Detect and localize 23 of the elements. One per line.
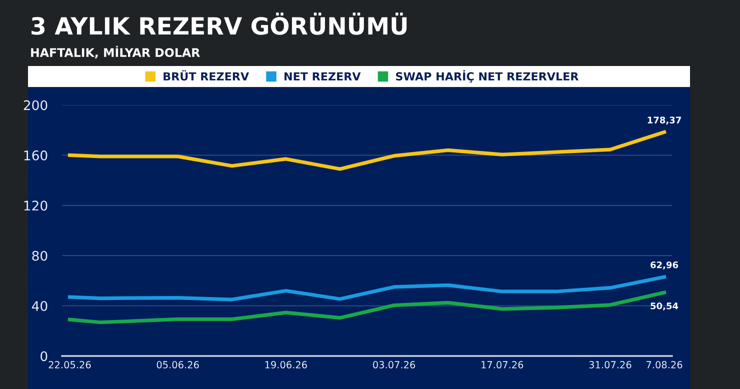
- data-label: 50,54: [650, 302, 678, 310]
- legend-label: SWAP HARİÇ NET REZERVLER: [396, 70, 578, 83]
- line-series: [68, 130, 666, 171]
- x-tick-label: 03.07.26: [373, 361, 416, 368]
- x-tick-label: 31.07.26: [589, 361, 632, 368]
- legend-label: NET REZERV: [284, 72, 361, 80]
- x-tick-label: 19.06.26: [265, 361, 307, 368]
- x-tick-label: 7.08.26: [646, 361, 682, 368]
- y-tick-label: 40: [32, 301, 48, 311]
- y-tick-label: 160: [24, 150, 48, 160]
- y-tick-label: 80: [32, 250, 48, 261]
- chart-title: 3 AYLIK REZERV GÖRÜNÜMÜ: [32, 12, 407, 35]
- y-tick-label: 120: [24, 200, 48, 211]
- data-label: 62,96: [650, 261, 678, 270]
- x-tick-label: 17.07.26: [482, 361, 524, 368]
- y-tick-label: 200: [24, 100, 48, 110]
- y-tick-label: 0: [40, 351, 48, 362]
- x-tick-label: 05.06.26: [156, 361, 199, 368]
- x-tick-label: 22.05.26: [48, 361, 91, 368]
- line-series: [68, 275, 666, 302]
- chart-subtitle: HAFTALIK, MİLYAR DOLAR: [31, 46, 200, 59]
- data-label: 178,37: [648, 116, 681, 125]
- legend-label: BRÜT REZERV: [164, 70, 250, 81]
